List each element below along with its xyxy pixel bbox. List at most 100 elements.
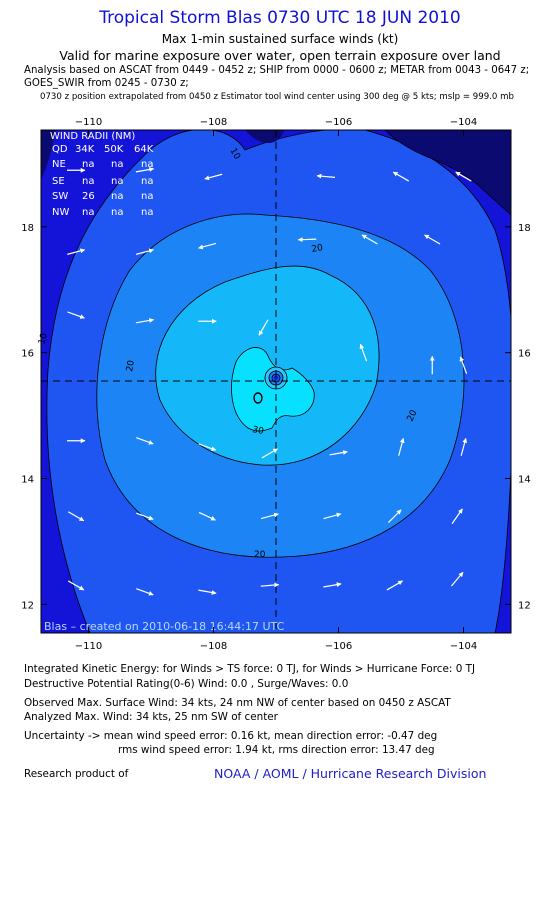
wind-vector-arrow bbox=[198, 443, 217, 451]
y-tick-label-right: 14 bbox=[518, 474, 531, 485]
x-tick-label-top: −106 bbox=[325, 117, 352, 128]
chart-title: Tropical Storm Blas 0730 UTC 18 JUN 2010 bbox=[99, 8, 461, 28]
wind-vector-arrow bbox=[67, 511, 85, 522]
contour-label-30: 30 bbox=[251, 425, 264, 437]
wind-vector-arrow bbox=[135, 248, 154, 255]
wind-vector-arrow bbox=[260, 582, 280, 588]
observed-max-wind: Observed Max. Surface Wind: 34 kts, 24 n… bbox=[24, 697, 451, 709]
research-product-label: Research product of bbox=[24, 768, 129, 780]
wind-vector-arrow bbox=[67, 248, 86, 255]
radii-col-qd: QD bbox=[52, 144, 68, 155]
uncertainty-line1: Uncertainty -> mean wind speed error: 0.… bbox=[24, 730, 438, 742]
analysis-sources-line1: Analysis based on ASCAT from 0449 - 0452… bbox=[24, 65, 530, 76]
wind-vector-arrow bbox=[67, 580, 85, 591]
analyzed-max-wind: Analyzed Max. Wind: 34 kts, 25 nm SW of … bbox=[24, 711, 278, 723]
y-tick-label-left: 14 bbox=[21, 474, 34, 485]
wind-vector-arrow bbox=[136, 512, 154, 521]
radii-value: na bbox=[141, 191, 153, 202]
wind-vectors bbox=[67, 167, 472, 596]
wind-vector-arrow bbox=[359, 343, 368, 362]
validity-note: Valid for marine exposure over water, op… bbox=[59, 48, 501, 63]
wind-vector-arrow bbox=[386, 580, 403, 591]
x-tick-label-top: −110 bbox=[75, 117, 102, 128]
x-tick-label-bottom: −110 bbox=[75, 641, 102, 652]
radii-value: na bbox=[82, 159, 94, 170]
wind-vector-arrow bbox=[392, 171, 410, 182]
wind-vector-arrow bbox=[260, 512, 279, 520]
radii-value: na bbox=[141, 176, 153, 187]
axis-ticks: −110 −110 −108 −108 −106 −106 −104 −104 12 12 14 14… bbox=[21, 117, 530, 652]
radii-col-64k: 64K bbox=[134, 144, 154, 155]
dpr-line: Destructive Potential Rating(0-6) Wind: … bbox=[24, 678, 349, 690]
land-top-edge bbox=[245, 130, 285, 144]
contour-label-20-top: 20 bbox=[311, 243, 324, 255]
wind-vector-arrow bbox=[451, 571, 464, 587]
radii-value: 26 bbox=[82, 191, 95, 202]
wind-vector-arrow bbox=[424, 234, 441, 245]
wind-vector-arrow bbox=[323, 582, 342, 588]
radii-value: na bbox=[111, 159, 123, 170]
band-30-35 bbox=[231, 347, 315, 432]
radii-value: na bbox=[82, 207, 94, 218]
y-tick-label-right: 12 bbox=[518, 600, 531, 611]
wind-vector-arrow bbox=[387, 509, 402, 524]
radii-value: na bbox=[111, 191, 123, 202]
wind-radii-title: WIND RADII (NM) bbox=[50, 131, 135, 142]
radii-value: na bbox=[111, 176, 123, 187]
wind-vector-arrow bbox=[323, 512, 342, 520]
wind-analysis-map: 10 10 20 20 20 20 30 WIND RADII (NM) QD … bbox=[21, 117, 530, 652]
radii-value: na bbox=[82, 176, 94, 187]
wind-vector-arrow bbox=[459, 356, 468, 374]
wind-radii-table: WIND RADII (NM) QD 34K 50K 64K NE na na … bbox=[50, 131, 154, 218]
uncertainty-line2: rms wind speed error: 1.94 kt, rms direc… bbox=[118, 744, 435, 756]
wind-vector-arrow bbox=[198, 589, 217, 595]
x-tick-label-top: −108 bbox=[200, 117, 227, 128]
x-tick-label-bottom: −104 bbox=[450, 641, 477, 652]
wind-vector-arrow bbox=[198, 242, 217, 250]
radii-col-34k: 34K bbox=[75, 144, 95, 155]
wind-vector-arrow bbox=[329, 450, 348, 456]
contour-label-20-right: 20 bbox=[406, 408, 420, 423]
radii-value: na bbox=[111, 207, 123, 218]
radii-quadrant-ne: NE bbox=[52, 159, 66, 170]
land-nw-corner bbox=[41, 130, 56, 180]
contour-label-20-bottom: 20 bbox=[254, 550, 266, 560]
y-tick-label-left: 12 bbox=[21, 600, 34, 611]
land-mexico-coast bbox=[384, 130, 511, 216]
y-tick-label-right: 16 bbox=[518, 349, 531, 360]
analysis-sources-line2: GOES_SWIR from 0245 - 0730 z; bbox=[24, 78, 189, 89]
plot-frame bbox=[40, 129, 512, 634]
wind-vector-arrow bbox=[198, 511, 216, 521]
ike-line: Integrated Kinetic Energy: for Winds > T… bbox=[24, 663, 476, 675]
radii-quadrant-nw: NW bbox=[52, 207, 69, 218]
chart-subtitle: Max 1-min sustained surface winds (kt) bbox=[161, 32, 399, 46]
radii-quadrant-sw: SW bbox=[52, 191, 68, 202]
wind-vector-arrow bbox=[455, 171, 472, 182]
wind-vector-arrow bbox=[67, 311, 85, 319]
wind-vector-arrow bbox=[261, 448, 278, 459]
radii-value: na bbox=[141, 159, 153, 170]
wind-vector-arrow bbox=[135, 167, 155, 173]
radii-col-50k: 50K bbox=[104, 144, 124, 155]
noaa-aoml-hrd-link[interactable]: NOAA / AOML / Hurricane Research Divisio… bbox=[214, 766, 487, 781]
wind-vector-arrow bbox=[258, 319, 269, 336]
wind-vector-arrow bbox=[460, 437, 468, 456]
creation-credit: Blas – created on 2010-06-18 16:44:17 UT… bbox=[44, 620, 285, 633]
wind-vector-arrow bbox=[451, 508, 463, 524]
wind-vector-arrow bbox=[316, 173, 336, 179]
analysis-position-note: 0730 z position extrapolated from 0450 z… bbox=[40, 92, 514, 102]
x-tick-label-bottom: −106 bbox=[325, 641, 352, 652]
wind-vector-arrow bbox=[361, 234, 378, 245]
wind-vector-arrow bbox=[136, 588, 154, 596]
y-tick-label-left: 18 bbox=[21, 223, 34, 234]
y-tick-label-left: 16 bbox=[21, 349, 34, 360]
contour-label-10-left: 10 bbox=[37, 332, 50, 346]
radii-value: na bbox=[141, 207, 153, 218]
wind-vector-arrow bbox=[204, 173, 223, 181]
contour-30-small bbox=[253, 392, 263, 404]
x-tick-label-bottom: −108 bbox=[200, 641, 227, 652]
wind-vector-arrow bbox=[136, 437, 154, 445]
wind-vector-arrow bbox=[398, 437, 405, 456]
wind-vector-arrow bbox=[135, 318, 155, 324]
contour-label-20-left: 20 bbox=[125, 359, 137, 372]
